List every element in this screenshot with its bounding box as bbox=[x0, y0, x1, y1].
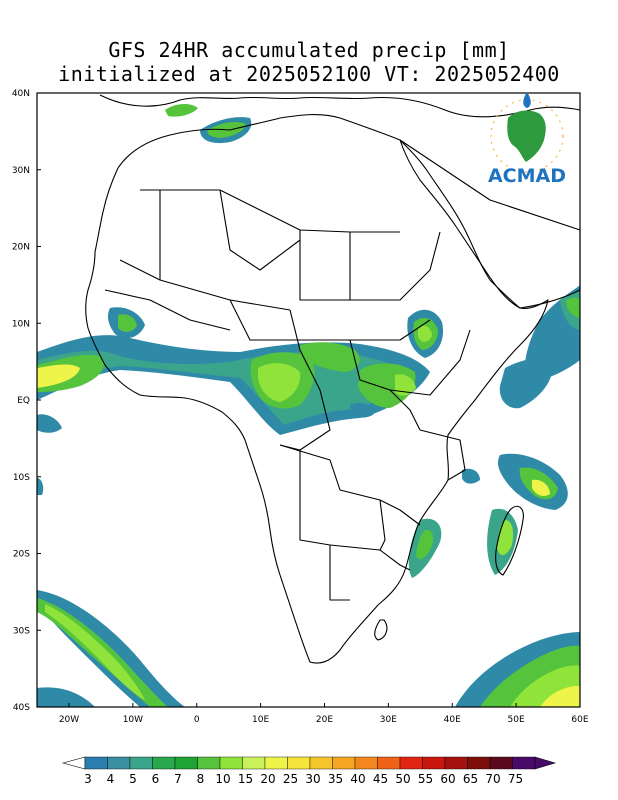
colorbar-label: 45 bbox=[373, 772, 388, 786]
map-title-line2: initialized at 2025052100 VT: 2025052400 bbox=[58, 62, 560, 86]
longitude-label: 60E bbox=[571, 715, 588, 725]
longitude-labels: 20W 10W 0 10E 20E 30E 40E 50E 60E bbox=[59, 703, 589, 725]
colorbar-swatch bbox=[354, 756, 378, 770]
map-title-line1: GFS 24HR accumulated precip [mm] bbox=[108, 38, 510, 62]
colorbar-swatch bbox=[174, 756, 198, 770]
precip-area bbox=[566, 297, 580, 318]
latitude-label: 20S bbox=[13, 550, 30, 560]
precip-area bbox=[532, 479, 550, 496]
colorbar-label: 55 bbox=[418, 772, 433, 786]
madagascar-coastline bbox=[495, 505, 524, 576]
latitude-label: 30S bbox=[13, 626, 30, 636]
colorbar-swatch bbox=[287, 756, 311, 770]
colorbar-swatch bbox=[444, 756, 468, 770]
precip-area bbox=[395, 374, 416, 396]
colorbar-swatch bbox=[467, 756, 491, 770]
latitude-label: 40N bbox=[12, 89, 30, 99]
colorbar-swatch bbox=[197, 756, 221, 770]
colorbar-label: 7 bbox=[174, 772, 182, 786]
colorbar-over-triangle bbox=[534, 756, 557, 770]
precip-area bbox=[37, 687, 95, 707]
precip-area bbox=[45, 604, 145, 700]
colorbar-label: 30 bbox=[305, 772, 320, 786]
colorbar-label: 50 bbox=[395, 772, 410, 786]
latitude-label: 40S bbox=[13, 703, 30, 713]
arabia-coastline bbox=[399, 139, 581, 309]
longitude-label: 10W bbox=[123, 715, 143, 725]
colorbar-label: 60 bbox=[440, 772, 455, 786]
colorbar-swatch bbox=[219, 756, 243, 770]
precip-area bbox=[418, 325, 432, 342]
colorbar-swatch bbox=[107, 756, 131, 770]
colorbar-label: 25 bbox=[283, 772, 298, 786]
precip-area bbox=[300, 342, 360, 372]
precip-fields bbox=[37, 104, 580, 707]
colorbar-label: 35 bbox=[328, 772, 343, 786]
longitude-label: 40E bbox=[444, 715, 461, 725]
precip-area bbox=[37, 350, 415, 425]
latitude-label: 10S bbox=[13, 473, 30, 483]
longitude-label: 50E bbox=[508, 715, 525, 725]
precip-area bbox=[540, 686, 580, 707]
colorbar-label: 70 bbox=[485, 772, 500, 786]
latitude-label: 20N bbox=[12, 243, 30, 253]
precip-area bbox=[37, 364, 80, 388]
colorbar-label: 8 bbox=[197, 772, 205, 786]
precip-area bbox=[462, 468, 480, 484]
colorbar-swatch bbox=[242, 756, 266, 770]
precip-area bbox=[118, 314, 137, 332]
logo-text: ACMAD bbox=[488, 165, 566, 187]
colorbar-label: 15 bbox=[238, 772, 253, 786]
colorbar-label: 3 bbox=[84, 772, 92, 786]
colorbar-swatch bbox=[399, 756, 423, 770]
africa-coastline bbox=[85, 114, 549, 664]
longitude-label: 10E bbox=[252, 715, 269, 725]
colorbar-swatch bbox=[264, 756, 288, 770]
longitude-label: 20W bbox=[59, 715, 79, 725]
colorbar-swatch bbox=[422, 756, 446, 770]
longitude-label: 0 bbox=[194, 715, 200, 725]
colorbar-label: 75 bbox=[508, 772, 523, 786]
precip-area bbox=[258, 363, 301, 402]
colorbar-label: 65 bbox=[463, 772, 478, 786]
latitude-label: 10N bbox=[12, 319, 30, 329]
latitude-labels: 40N 30N 20N 10N EQ 10S 20S 30S 40S bbox=[12, 89, 41, 713]
precip-area bbox=[165, 104, 198, 117]
colorbar-label: 40 bbox=[350, 772, 365, 786]
longitude-label: 20E bbox=[316, 715, 333, 725]
colorbar-swatch bbox=[84, 756, 108, 770]
colorbar-label: 6 bbox=[152, 772, 160, 786]
latitude-label: EQ bbox=[17, 396, 30, 406]
colorbar-swatch bbox=[489, 756, 513, 770]
precip-area bbox=[37, 414, 62, 433]
precip-area bbox=[37, 478, 44, 495]
precip-area bbox=[350, 402, 374, 418]
colorbar-label: 10 bbox=[215, 772, 230, 786]
colorbar-label: 4 bbox=[107, 772, 115, 786]
colorbar-swatch bbox=[512, 756, 536, 770]
colorbar-swatch bbox=[309, 756, 333, 770]
colorbar-swatch bbox=[332, 756, 356, 770]
colorbar-swatch bbox=[377, 756, 401, 770]
colorbar-label: 5 bbox=[129, 772, 137, 786]
longitude-label: 30E bbox=[380, 715, 397, 725]
colorbar-under-triangle bbox=[61, 756, 86, 770]
colorbar-swatch bbox=[129, 756, 153, 770]
latitude-label: 30N bbox=[12, 166, 30, 176]
precip-area bbox=[416, 529, 434, 560]
colorbar-label: 20 bbox=[260, 772, 275, 786]
acmad-logo: ACMAD bbox=[488, 92, 566, 187]
precip-area bbox=[499, 357, 553, 409]
precip-colorbar: 3 4 5 6 7 8 10 15 20 25 30 35 40 45 50 55 60 65 70 75 bbox=[61, 756, 557, 786]
colorbar-swatch bbox=[152, 756, 176, 770]
